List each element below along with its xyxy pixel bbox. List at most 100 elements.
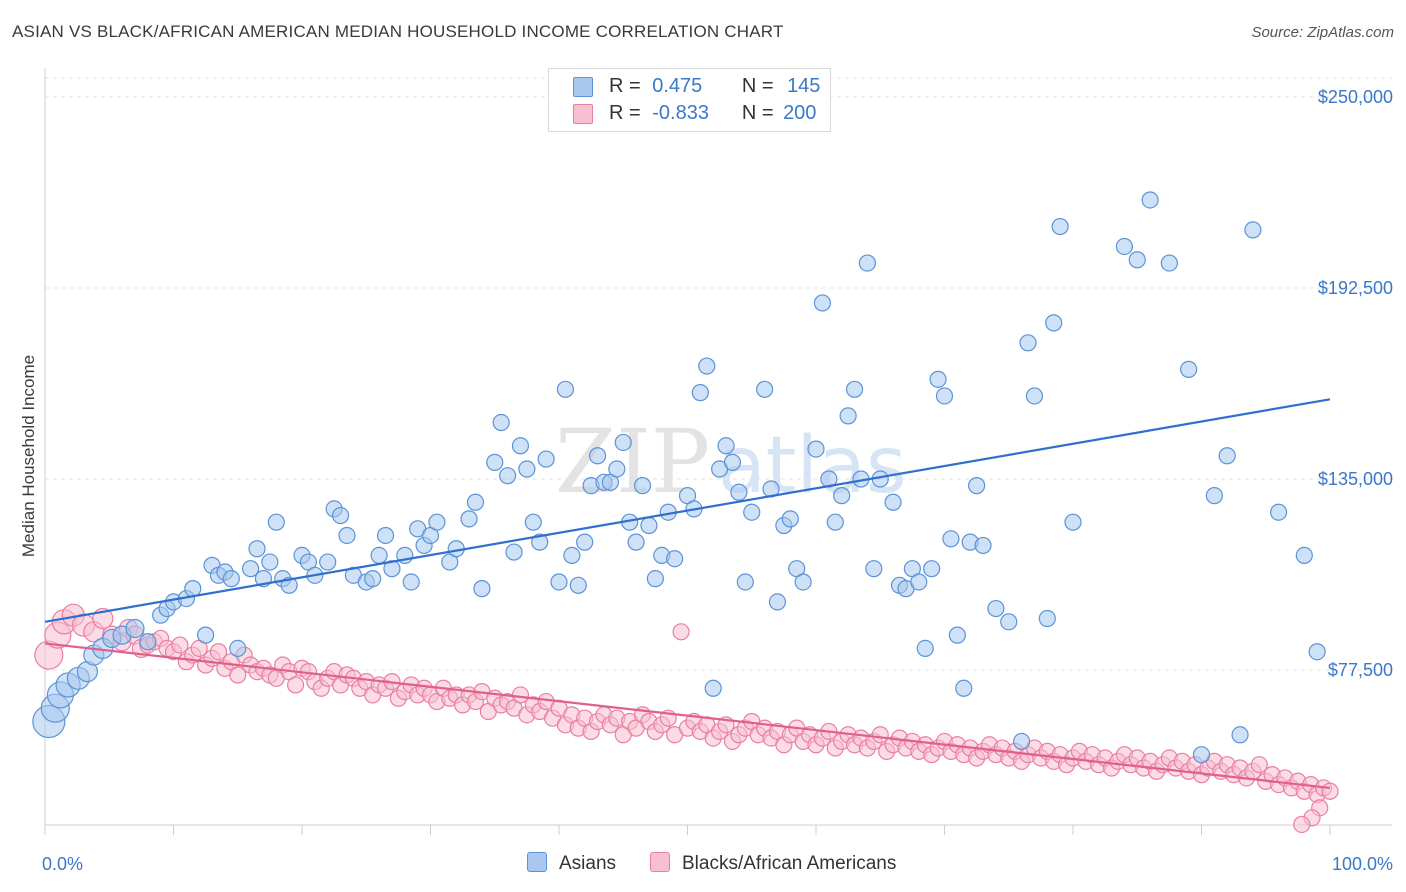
black-point <box>229 666 247 684</box>
asian-point <box>505 543 523 561</box>
asian-point <box>755 380 774 398</box>
asian-point <box>460 510 478 528</box>
asian-point <box>556 380 575 398</box>
asian-point <box>743 503 761 521</box>
asian-point <box>248 540 266 558</box>
asian-point <box>730 483 748 501</box>
asian-point <box>524 513 542 531</box>
x-tick-label-max: 100.0% <box>1332 854 1393 874</box>
asian-point <box>1025 387 1044 405</box>
black-point <box>171 636 189 654</box>
asian-point <box>492 413 510 432</box>
y-axis-tick-labels: $77,500 $135,000 $192,500 $250,000 <box>1318 87 1393 680</box>
asian-point <box>935 387 954 405</box>
legend-r-value-asians: 0.475 <box>652 75 703 97</box>
legend-swatch-blacks <box>573 104 593 124</box>
asian-point <box>723 453 742 471</box>
bottom-legend-swatch-blacks <box>650 852 670 872</box>
asian-point <box>1295 546 1313 565</box>
source-label: Source: ZipAtlas.com <box>1251 24 1394 41</box>
asian-point <box>1051 217 1069 236</box>
series-asians-points <box>32 191 1326 764</box>
y-axis-title: Median Household Income <box>19 355 38 557</box>
legend-swatch-asians <box>573 77 593 97</box>
asian-point <box>666 550 684 568</box>
black-point <box>209 643 228 661</box>
asian-point <box>646 570 664 588</box>
asian-point <box>916 639 934 658</box>
asian-point <box>627 533 645 551</box>
asian-point <box>929 370 947 388</box>
asian-point <box>910 573 928 591</box>
legend-r-label: R = <box>609 75 641 97</box>
asian-point <box>511 437 530 455</box>
asian-point <box>139 633 157 651</box>
asian-point <box>987 599 1005 618</box>
bottom-legend-label-asians: Asians <box>559 853 617 874</box>
asian-point <box>704 679 722 697</box>
asian-point <box>486 453 504 471</box>
legend-r-value-blacks: -0.833 <box>652 102 709 124</box>
asian-point <box>370 546 388 565</box>
asian-point <box>125 618 145 639</box>
asian-point <box>569 576 587 594</box>
asian-point <box>807 440 825 458</box>
asian-point <box>614 433 632 452</box>
legend-n-value-asians: 145 <box>787 75 821 97</box>
black-point <box>1321 782 1339 800</box>
asian-point <box>1192 746 1211 764</box>
asian-point <box>858 254 877 272</box>
black-point <box>1293 815 1311 834</box>
asians-trend-line <box>44 398 1331 623</box>
asian-point <box>1064 513 1082 531</box>
asian-point <box>197 626 215 644</box>
black-point <box>286 676 305 694</box>
asian-point <box>222 570 240 588</box>
asian-point <box>1141 191 1159 209</box>
asian-point <box>1115 237 1134 256</box>
asian-point <box>865 560 883 578</box>
legend-n-label: N = <box>741 75 774 97</box>
legend-n-value-blacks: 200 <box>783 102 817 124</box>
bottom-legend-swatch-asians <box>527 852 547 872</box>
asian-point <box>884 493 902 511</box>
asian-point <box>948 626 966 644</box>
y-tick-label: $250,000 <box>1318 87 1393 107</box>
bottom-legend-blacks[interactable]: Blacks/African Americans <box>650 852 896 875</box>
asian-point <box>698 357 716 375</box>
black-point <box>1250 756 1268 774</box>
asian-point <box>588 447 607 465</box>
asian-point <box>229 639 247 658</box>
asian-point <box>1160 254 1178 272</box>
asian-point <box>376 526 395 545</box>
asian-point <box>974 536 992 555</box>
y-tick-label: $192,500 <box>1318 278 1393 298</box>
asian-point <box>261 553 279 571</box>
asian-point <box>576 533 594 551</box>
bottom-legend-asians[interactable]: Asians <box>527 852 616 875</box>
asian-point <box>537 450 555 468</box>
series-blacks-points <box>34 603 1339 834</box>
y-tick-label: $135,000 <box>1318 469 1393 489</box>
asian-point <box>402 573 420 591</box>
blacks-trend-line <box>44 642 1331 790</box>
asian-point <box>331 506 350 525</box>
asian-point <box>1038 609 1056 628</box>
asian-point <box>781 510 799 528</box>
asian-point <box>1180 360 1198 378</box>
asian-point <box>736 573 754 591</box>
asian-point <box>955 679 973 697</box>
asian-point <box>242 560 260 578</box>
asian-point <box>794 573 812 591</box>
asian-point <box>531 533 549 551</box>
asian-point <box>1244 221 1262 239</box>
correlation-legend: R = 0.475 N = 145 R = -0.833 N = 200 <box>548 68 831 132</box>
asian-point <box>845 380 864 398</box>
asian-point <box>813 294 832 312</box>
bottom-legend-label-blacks: Blacks/African Americans <box>682 853 897 874</box>
legend-text-blacks: R = -0.833 N = 200 <box>609 102 816 125</box>
asian-point <box>1218 447 1236 465</box>
asian-point <box>633 477 652 495</box>
asian-point <box>1045 314 1063 332</box>
asian-point <box>1128 251 1146 269</box>
